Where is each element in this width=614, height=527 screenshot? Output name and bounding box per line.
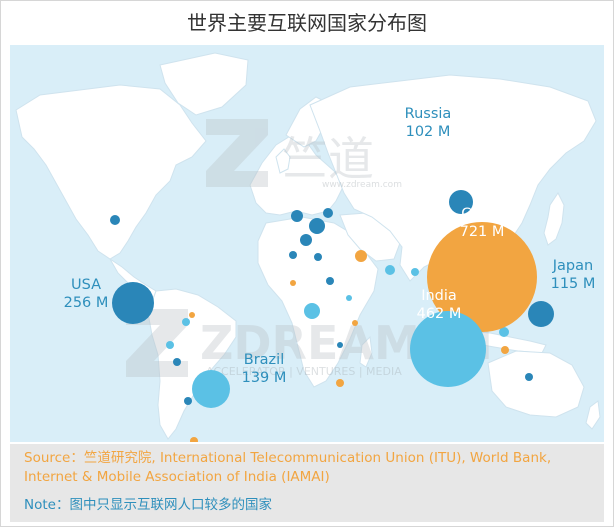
bubble-usa bbox=[112, 282, 154, 324]
new-zealand-shape bbox=[585, 400, 601, 430]
world-map-panel: 竺道 www.zdream.com ZDREAM.IN ACCELERATOR … bbox=[10, 45, 604, 442]
marker-kenya bbox=[352, 320, 358, 326]
label-japan: Japan 115 M bbox=[543, 257, 603, 293]
label-brazil-value: 139 M bbox=[241, 370, 287, 386]
marker-germany bbox=[309, 218, 325, 234]
label-brazil: Brazil 139 M bbox=[233, 351, 295, 387]
watermark-top: 竺道 www.zdream.com bbox=[206, 119, 402, 190]
marker-peru bbox=[173, 358, 181, 366]
label-usa-name: USA bbox=[70, 277, 101, 293]
marker-ethiopia bbox=[346, 295, 352, 301]
marker-poland bbox=[323, 208, 333, 218]
label-usa: USA 256 M bbox=[55, 276, 117, 312]
marker-indonesia bbox=[501, 346, 509, 354]
marker-italy bbox=[314, 253, 322, 261]
source-text: Source：竺道研究院, International Telecommunic… bbox=[24, 450, 552, 485]
world-map: 竺道 www.zdream.com ZDREAM.IN ACCELERATOR … bbox=[15, 52, 601, 442]
marker-tanzania bbox=[337, 342, 343, 348]
marker-iran bbox=[385, 265, 395, 275]
watermark-bottom-subtext: ACCELERATOR | VENTURES | MEDIA bbox=[206, 365, 402, 378]
note-text: Note：图中只显示互联网人口较多的国家 bbox=[24, 497, 272, 513]
marker-morocco bbox=[290, 280, 296, 286]
watermark-z-logo-bottom bbox=[126, 309, 188, 377]
greenland-shape bbox=[159, 52, 249, 116]
marker-france bbox=[300, 234, 312, 246]
madagascar-shape bbox=[359, 335, 373, 368]
label-russia-name: Russia bbox=[404, 106, 452, 122]
label-japan-name: Japan bbox=[552, 258, 594, 274]
marker-uk bbox=[291, 210, 303, 222]
marker-argentina bbox=[190, 437, 198, 442]
marker-venezuela bbox=[189, 312, 195, 318]
marker-colombia bbox=[182, 318, 190, 326]
label-brazil-name: Brazil bbox=[243, 352, 285, 368]
watermark-top-url: www.zdream.com bbox=[322, 180, 402, 190]
marker-chile bbox=[184, 397, 192, 405]
marker-nigeria bbox=[304, 303, 320, 319]
footer-panel: Source：竺道研究院, International Telecommunic… bbox=[10, 444, 604, 522]
marker-spain bbox=[289, 251, 297, 259]
label-usa-value: 256 M bbox=[63, 295, 109, 311]
label-china-value: 721 M bbox=[459, 224, 505, 240]
europe-shape bbox=[249, 134, 345, 216]
south-america-shape bbox=[147, 288, 237, 440]
uk-shape bbox=[275, 148, 291, 174]
marker-philippines bbox=[499, 327, 509, 337]
label-russia-value: 102 M bbox=[405, 124, 451, 140]
japan-shape bbox=[543, 192, 565, 246]
label-india-value: 462 M bbox=[416, 306, 462, 322]
marker-pakistan bbox=[411, 268, 419, 276]
marker-australia bbox=[525, 373, 533, 381]
australia-shape bbox=[487, 350, 585, 418]
small-country-markers bbox=[110, 208, 533, 442]
label-india-name: India bbox=[421, 288, 457, 304]
label-india: India 462 M bbox=[409, 287, 469, 323]
labelled-bubbles bbox=[112, 190, 554, 408]
marker-turkey bbox=[355, 250, 367, 262]
bubble-brazil bbox=[192, 370, 230, 408]
bubble-japan bbox=[528, 301, 554, 327]
page-title: 世界主要互联网国家分布图 bbox=[187, 11, 427, 35]
continents bbox=[15, 52, 601, 440]
watermark-z-logo bbox=[206, 119, 268, 187]
marker-mexico bbox=[166, 341, 174, 349]
bubble-russia bbox=[449, 190, 473, 214]
north-america-shape bbox=[15, 84, 207, 260]
watermark-top-text: 竺道 bbox=[282, 132, 374, 186]
bubble-india bbox=[410, 311, 486, 387]
label-china: China 721 M bbox=[442, 205, 522, 241]
marker-egypt bbox=[326, 277, 334, 285]
label-russia: Russia 102 M bbox=[397, 105, 459, 141]
label-japan-value: 115 M bbox=[550, 276, 596, 292]
bubble-china bbox=[427, 222, 537, 332]
marker-south-africa bbox=[336, 379, 344, 387]
marker-canada-west bbox=[110, 215, 120, 225]
label-china-name: China bbox=[461, 206, 503, 222]
